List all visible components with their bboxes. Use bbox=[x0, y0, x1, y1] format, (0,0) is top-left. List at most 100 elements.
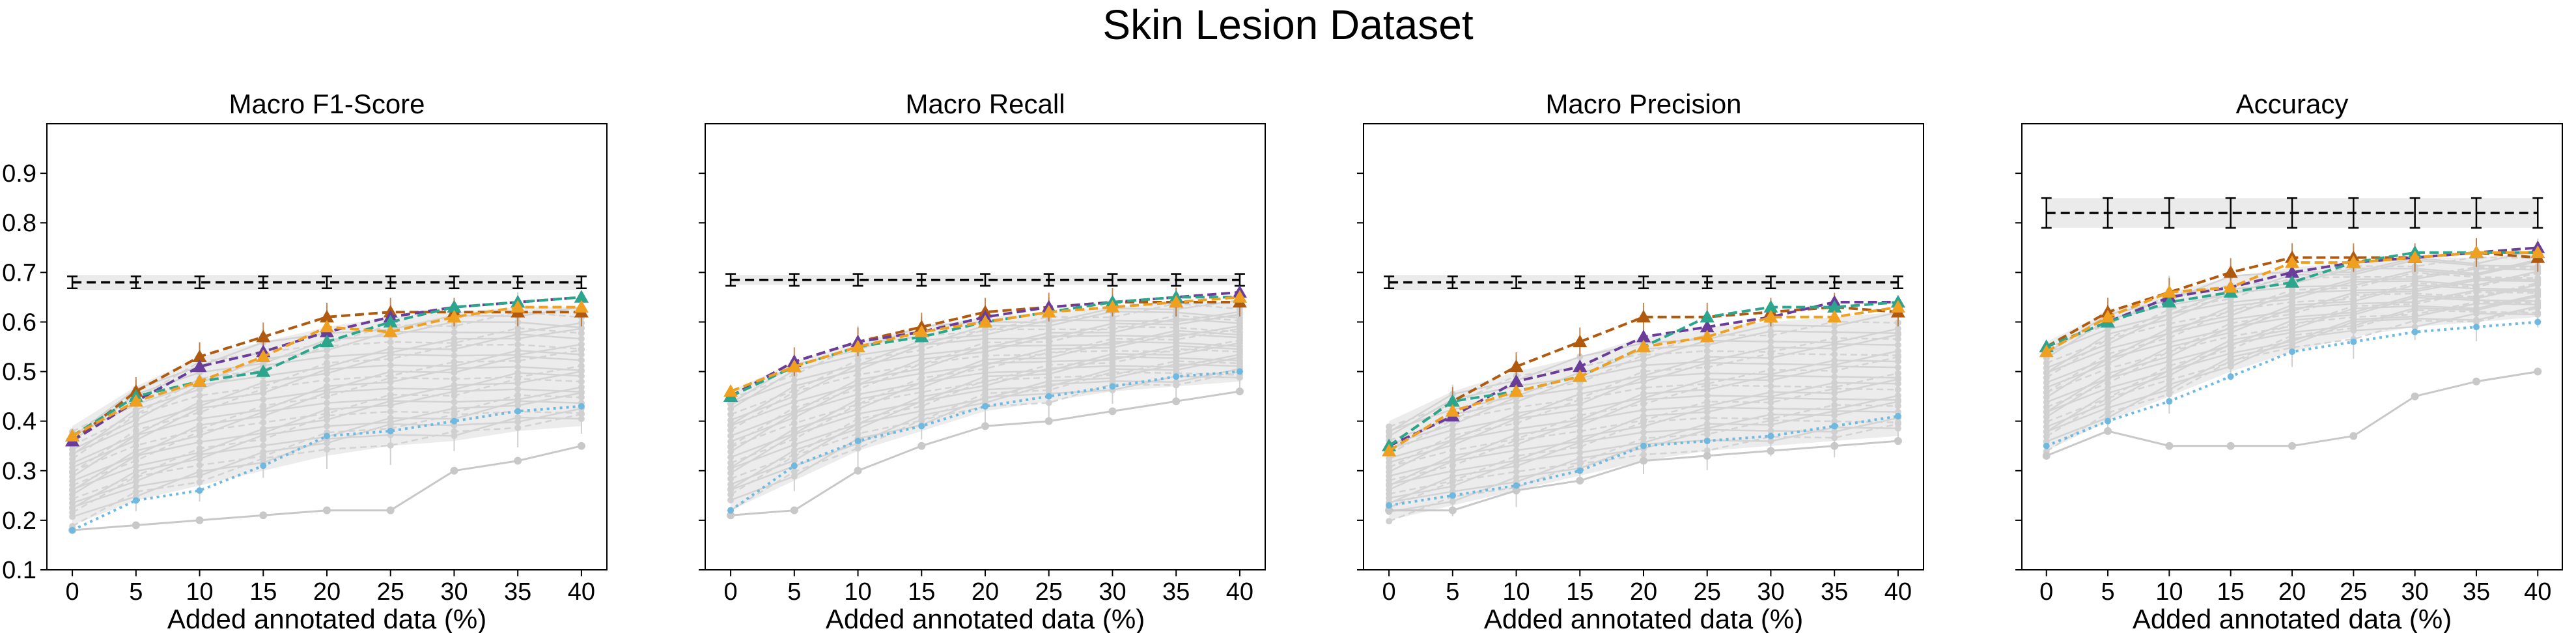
ensemble-point bbox=[1640, 390, 1647, 397]
ensemble-point bbox=[727, 491, 735, 498]
ensemble-point bbox=[2104, 427, 2112, 435]
ensemble-point bbox=[2288, 442, 2296, 450]
x-tick-label: 25 bbox=[1035, 578, 1063, 606]
baseline-point bbox=[854, 438, 861, 445]
baseline-point bbox=[1640, 442, 1647, 449]
ensemble-point bbox=[854, 466, 862, 475]
ensemble-point bbox=[196, 415, 203, 423]
ensemble-point bbox=[2227, 342, 2234, 349]
series-4-point bbox=[2162, 285, 2177, 298]
baseline-point bbox=[1173, 373, 1180, 380]
plot-area bbox=[2039, 197, 2545, 460]
ensemble-point bbox=[2226, 442, 2235, 450]
baseline-point bbox=[196, 487, 203, 494]
series-3-point bbox=[574, 290, 589, 303]
x-tick-label: 5 bbox=[1446, 578, 1459, 606]
baseline-point bbox=[918, 423, 925, 430]
ensemble-point bbox=[1894, 397, 1901, 404]
ensemble-point bbox=[1894, 341, 1901, 348]
ensemble-point bbox=[196, 472, 203, 479]
x-tick-label: 5 bbox=[2101, 578, 2114, 606]
x-axis-label: Added annotated data (%) bbox=[826, 604, 1145, 633]
series-4-point bbox=[2346, 255, 2361, 268]
series-4-point bbox=[2039, 345, 2054, 358]
series-4-point bbox=[320, 320, 334, 333]
ensemble-point bbox=[2043, 399, 2050, 406]
series-3-point bbox=[1445, 394, 1460, 407]
series-1-point bbox=[2223, 265, 2238, 278]
ensemble-point bbox=[854, 361, 861, 369]
baseline-point bbox=[2472, 324, 2480, 331]
x-tick-label: 20 bbox=[1630, 578, 1657, 606]
ensemble-point bbox=[727, 485, 735, 492]
series-3-point bbox=[447, 300, 462, 313]
ensemble-point bbox=[2043, 389, 2050, 396]
ensemble-point bbox=[790, 506, 798, 514]
ensemble-point bbox=[2043, 423, 2050, 430]
baseline-point bbox=[1449, 492, 1456, 499]
ensemble-point bbox=[260, 430, 267, 437]
ensemble-point bbox=[1045, 319, 1052, 326]
series-4-point bbox=[1763, 309, 1778, 323]
series-4-point bbox=[978, 315, 992, 328]
ensemble-point bbox=[791, 414, 798, 421]
x-axis-label: Added annotated data (%) bbox=[2133, 604, 2452, 633]
ensemble-point bbox=[1386, 482, 1393, 489]
ensemble-point bbox=[791, 408, 798, 415]
ensemble-point bbox=[727, 448, 735, 455]
baseline-point bbox=[260, 462, 267, 470]
ensemble-point bbox=[2349, 432, 2358, 440]
ensemble-point bbox=[1703, 358, 1711, 365]
y-tick-label: 0.9 bbox=[2, 160, 36, 188]
y-tick-label: 0.1 bbox=[2, 557, 36, 584]
x-tick-label: 10 bbox=[186, 578, 213, 606]
ensemble-point bbox=[1044, 417, 1053, 425]
ensemble-point bbox=[1767, 354, 1774, 361]
ensemble-point bbox=[2105, 355, 2112, 362]
ensemble-point bbox=[917, 442, 926, 450]
x-tick-label: 0 bbox=[2039, 578, 2053, 606]
x-axis-label: Added annotated data (%) bbox=[1484, 604, 1803, 633]
ensemble-line bbox=[730, 315, 1240, 415]
series-4-point bbox=[1827, 309, 1842, 323]
ensemble-point bbox=[514, 329, 522, 336]
baseline-point bbox=[2105, 417, 2112, 425]
ensemble-point bbox=[578, 367, 585, 374]
ensemble-point bbox=[854, 420, 861, 427]
ensemble-point bbox=[1449, 436, 1456, 443]
ensemble-point bbox=[727, 432, 735, 440]
baseline-point bbox=[2166, 398, 2173, 405]
x-tick-label: 30 bbox=[1099, 578, 1126, 606]
x-tick-label: 25 bbox=[1694, 578, 1721, 606]
ensemble-point bbox=[981, 422, 989, 430]
baseline-point bbox=[387, 427, 394, 434]
ensemble-point bbox=[1894, 392, 1901, 399]
x-tick-label: 0 bbox=[1382, 578, 1396, 606]
ensemble-point bbox=[1235, 387, 1244, 395]
baseline-point bbox=[514, 408, 522, 415]
ensemble-point bbox=[1703, 402, 1711, 410]
series-4-point bbox=[128, 394, 143, 407]
series-2-line bbox=[2045, 246, 2538, 348]
ensemble-point bbox=[1830, 442, 1839, 450]
ensemble-point bbox=[132, 431, 139, 438]
ensemble-point bbox=[1767, 447, 1775, 455]
series-4-point bbox=[1232, 290, 1247, 303]
ensemble-point bbox=[791, 441, 798, 448]
ensemble-point bbox=[1894, 437, 1902, 445]
ensemble-point bbox=[69, 469, 76, 476]
series-4-point bbox=[1041, 305, 1056, 318]
ensemble-point bbox=[1831, 339, 1838, 346]
ensemble-line bbox=[1388, 356, 1899, 469]
figure-title: Skin Lesion Dataset bbox=[1102, 1, 1474, 48]
series-4-point bbox=[1509, 384, 1524, 397]
ensemble-point bbox=[1831, 373, 1838, 380]
ensemble-point bbox=[1576, 416, 1584, 423]
ensemble-point bbox=[727, 427, 735, 434]
x-tick-label: 35 bbox=[1162, 578, 1190, 606]
ensemble-point bbox=[854, 366, 861, 373]
series-4-point bbox=[723, 384, 738, 397]
ensemble-point bbox=[791, 393, 798, 400]
x-tick-label: 15 bbox=[2217, 578, 2245, 606]
x-tick-label: 40 bbox=[1884, 578, 1912, 606]
